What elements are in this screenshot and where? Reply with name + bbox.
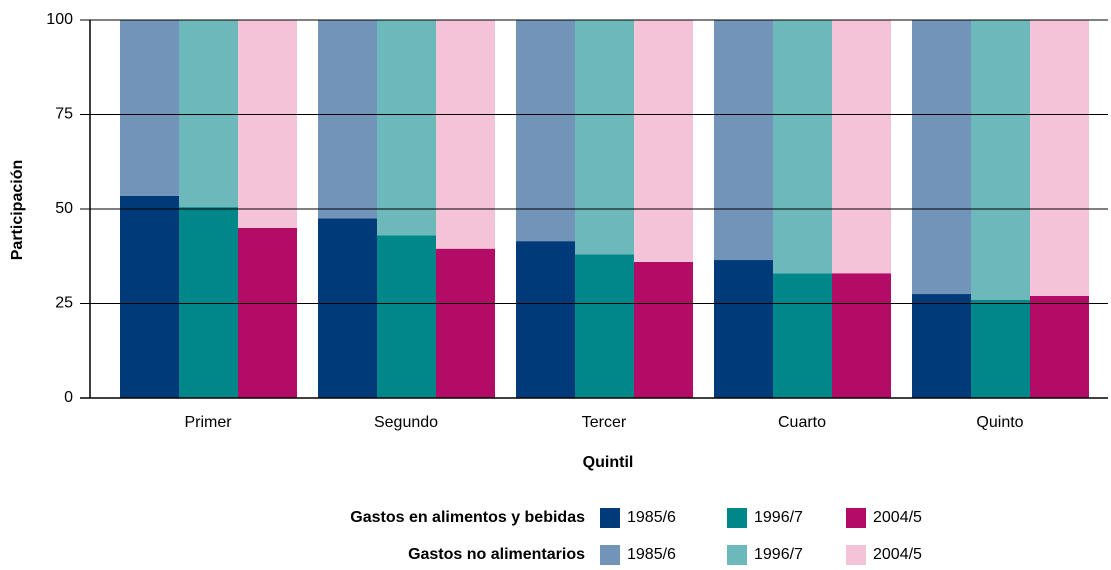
bar-segment	[377, 235, 436, 398]
bar-segment	[238, 227, 297, 398]
bar-segment	[377, 20, 436, 236]
bar-segment	[318, 218, 377, 398]
x-tick-label: Primer	[184, 414, 232, 431]
bar-segment	[120, 195, 179, 398]
bar-segment	[832, 273, 891, 398]
bar-segment	[179, 207, 238, 398]
bar-segment	[516, 241, 575, 398]
bar-segment	[436, 248, 495, 398]
bar-segment	[971, 20, 1030, 300]
bar-segment	[238, 20, 297, 228]
legend-swatch	[727, 508, 747, 528]
bar-segment	[912, 20, 971, 295]
y-tick-label: 25	[55, 295, 73, 312]
legend-group-title: Gastos en alimentos y bebidas	[350, 509, 585, 526]
bar-segment	[832, 20, 891, 274]
bar-segment	[773, 20, 832, 274]
bar-segment	[912, 294, 971, 398]
legend-swatch	[600, 545, 620, 565]
bar-segment	[714, 260, 773, 398]
bar-segment	[516, 20, 575, 242]
bar-segment	[575, 254, 634, 398]
legend-label: 1996/7	[754, 546, 803, 563]
legend-swatch	[727, 545, 747, 565]
bar-segment	[436, 20, 495, 249]
x-axis-label: Quintil	[583, 454, 634, 471]
bar-segment	[714, 20, 773, 261]
bar-segment	[634, 261, 693, 398]
bar-segment	[1030, 295, 1089, 398]
x-tick-label: Cuarto	[778, 414, 826, 431]
legend-label: 2004/5	[873, 509, 922, 526]
legend-swatch	[846, 545, 866, 565]
y-tick-label: 0	[64, 389, 73, 406]
y-axis-label: Participación	[9, 160, 26, 260]
x-tick-label: Segundo	[374, 414, 438, 431]
x-tick-label: Quinto	[976, 414, 1023, 431]
y-tick-label: 100	[46, 11, 73, 28]
bar-segment	[773, 273, 832, 398]
bar-segment	[179, 20, 238, 208]
y-tick-label: 75	[55, 106, 73, 123]
legend-swatch	[846, 508, 866, 528]
legend-label: 1985/6	[627, 509, 676, 526]
legend-label: 1985/6	[627, 546, 676, 563]
bar-segment	[575, 20, 634, 255]
bar-segment	[318, 20, 377, 219]
bar-segment	[120, 20, 179, 196]
y-tick-label: 50	[55, 200, 73, 217]
bar-segment	[1030, 20, 1089, 296]
legend-swatch	[600, 508, 620, 528]
legend-label: 1996/7	[754, 509, 803, 526]
bar-segment	[634, 20, 693, 262]
bar-segment	[971, 299, 1030, 398]
legend-group-title: Gastos no alimentarios	[408, 546, 585, 563]
legend-label: 2004/5	[873, 546, 922, 563]
x-tick-label: Tercer	[582, 414, 627, 431]
